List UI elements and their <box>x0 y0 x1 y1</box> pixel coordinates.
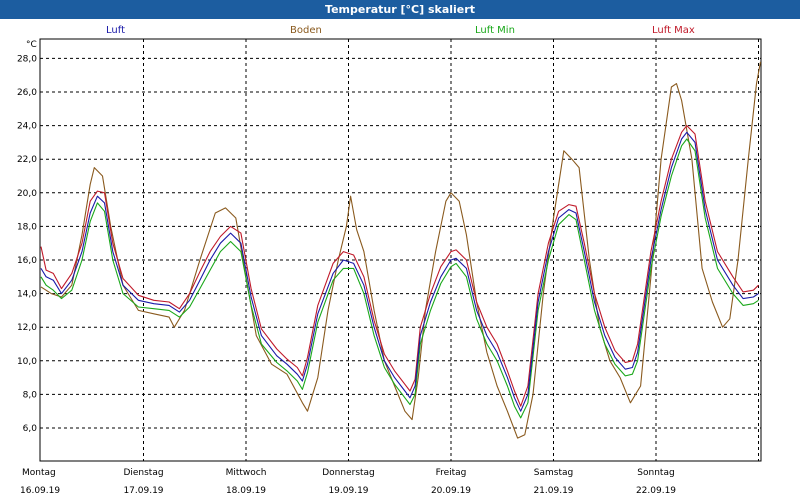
y-tick-labels: 6,0 8,0 10,0 12,0 14,0 16,0 18,0 20,0 22,0 24,0 26… <box>17 54 37 434</box>
y-tick-label: 22,0 <box>17 155 37 165</box>
x-day-date: 16.09.19 <box>20 486 60 496</box>
y-tick-label: 24,0 <box>17 122 37 132</box>
legend-luft: Luft <box>106 25 125 36</box>
y-tick-label: 14,0 <box>17 290 37 300</box>
x-day-name: Mittwoch <box>226 468 267 478</box>
series-line-luft <box>40 131 759 412</box>
x-day-date: 20.09.19 <box>431 486 471 496</box>
legend-luft-min: Luft Min <box>475 25 515 36</box>
x-day-date: 22.09.19 <box>636 486 676 496</box>
x-day-date: 21.09.19 <box>533 486 573 496</box>
x-day-date: 19.09.19 <box>328 486 368 496</box>
x-day-name: Donnerstag <box>322 468 375 478</box>
y-tick-label: 16,0 <box>17 256 37 266</box>
legend-boden: Boden <box>290 25 322 36</box>
grid-lines <box>40 39 761 461</box>
y-tick-label: 26,0 <box>17 88 37 98</box>
x-day-labels: Montag 16.09.19 Dienstag 17.09.19 Mittwoch 18… <box>20 468 676 496</box>
plot-area <box>39 38 762 462</box>
legend-luft-max: Luft Max <box>652 25 695 36</box>
y-tick-label: 20,0 <box>17 189 37 199</box>
series-line-luft-max <box>40 125 759 407</box>
series-line-boden <box>40 61 762 439</box>
y-tick-label: 18,0 <box>17 222 37 232</box>
series-lines <box>40 61 762 439</box>
x-day-date: 17.09.19 <box>123 486 163 496</box>
x-day-name: Montag <box>22 468 56 478</box>
x-day-date: 18.09.19 <box>226 486 266 496</box>
y-axis-unit: °C <box>26 40 37 50</box>
x-day-name: Sonntag <box>637 468 674 478</box>
y-tick-label: 6,0 <box>23 424 38 434</box>
chart-title-bar: Temperatur [°C] skaliert <box>0 0 800 19</box>
series-line-luft-min <box>40 138 759 419</box>
y-tick-label: 28,0 <box>17 54 37 64</box>
y-tick-label: 8,0 <box>23 390 38 400</box>
x-day-name: Dienstag <box>123 468 163 478</box>
y-tick-label: 10,0 <box>17 357 37 367</box>
y-tick-label: 12,0 <box>17 323 37 333</box>
x-day-name: Freitag <box>436 468 467 478</box>
chart-title: Temperatur [°C] skaliert <box>325 3 475 16</box>
x-day-name: Samstag <box>534 468 573 478</box>
